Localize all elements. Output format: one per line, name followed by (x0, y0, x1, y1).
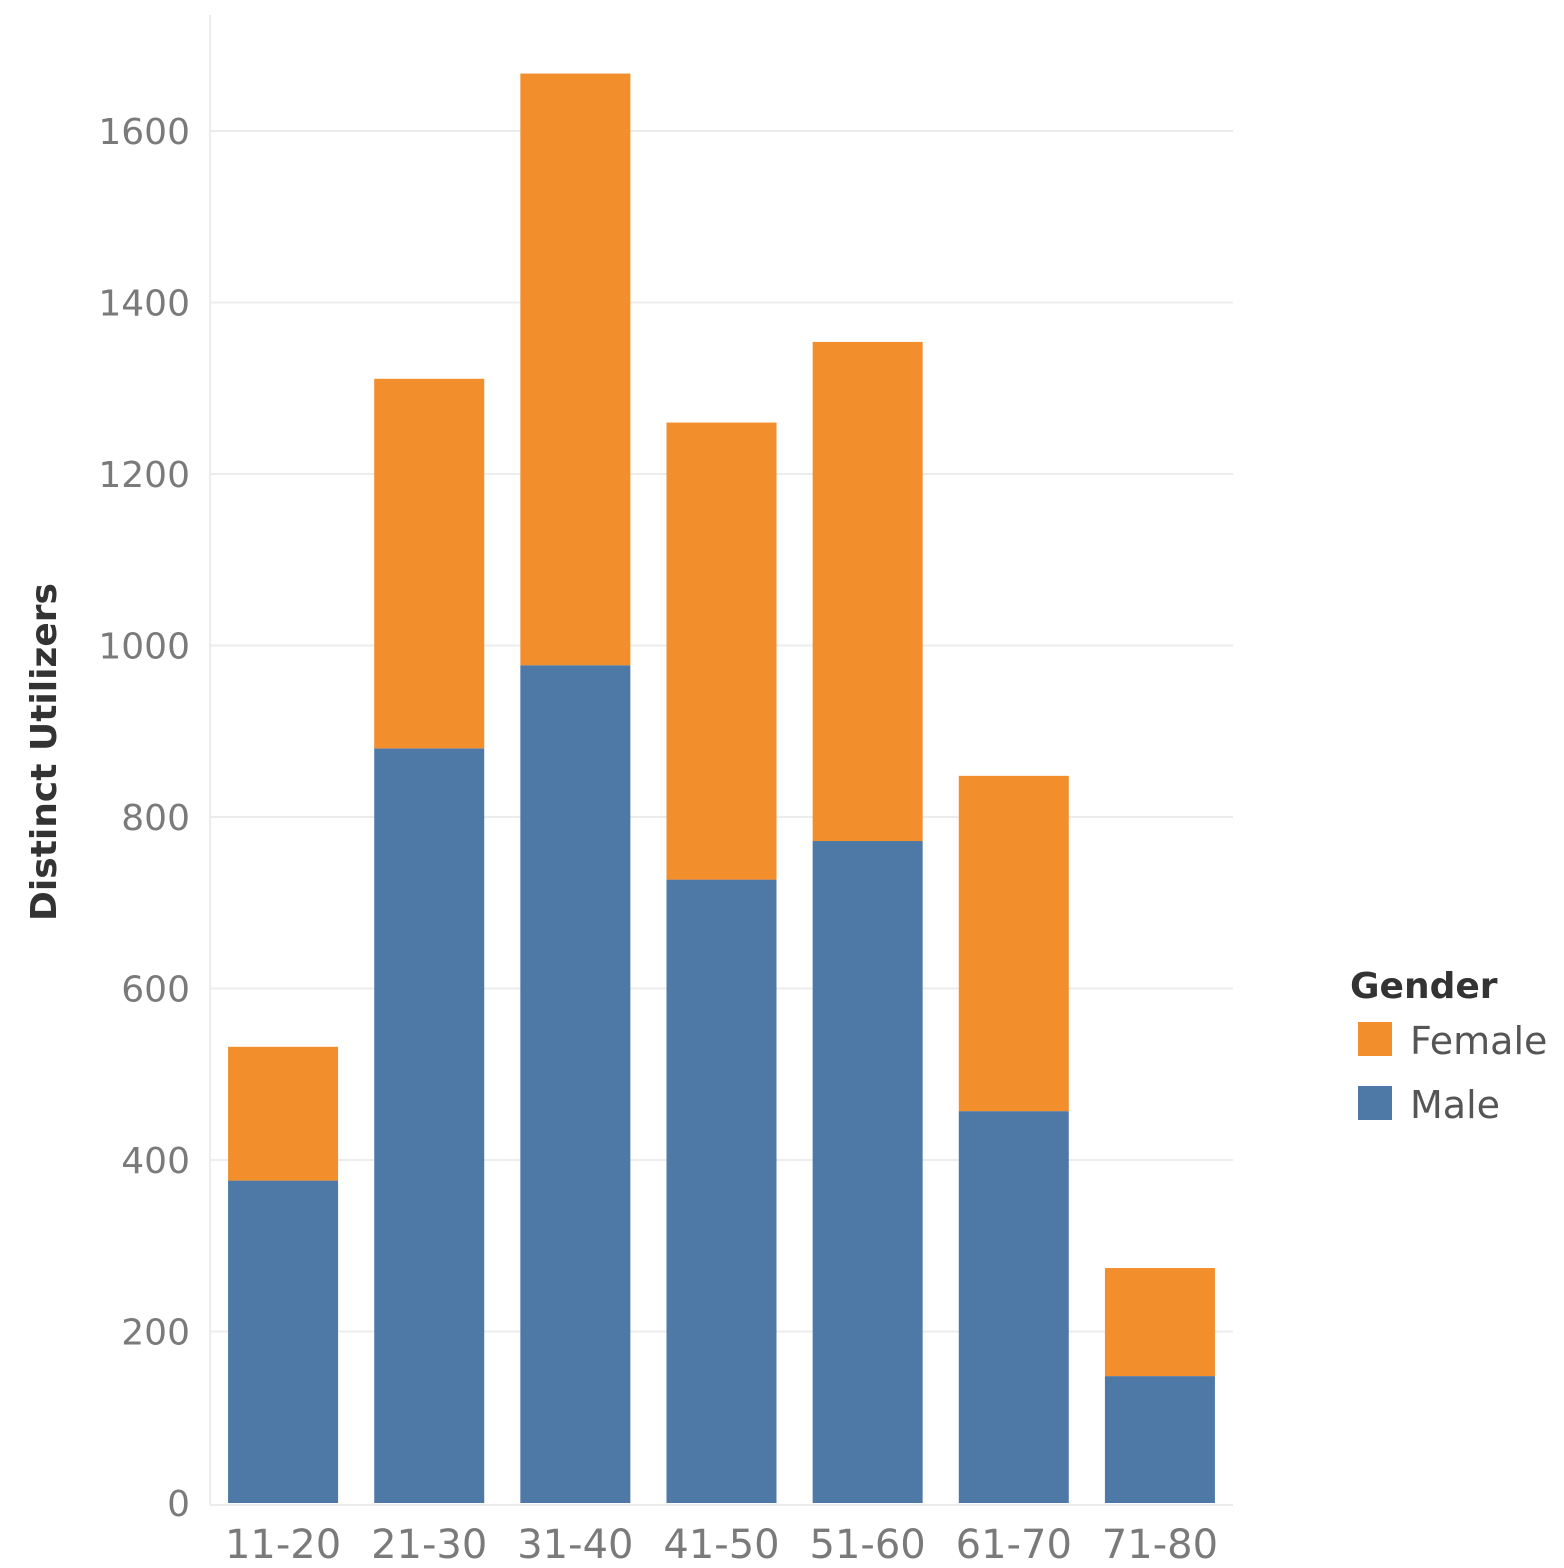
bar-female-51-60[interactable] (812, 341, 923, 842)
x-tick-labels: 11-20 21-30 31-40 41-50 51-60 61-70 71-80 (225, 1522, 1218, 1568)
y-tick-label: 1000 (98, 627, 190, 668)
y-tick-labels: 0 200 400 600 800 1000 1200 1400 1600 (98, 112, 190, 1525)
y-tick-label: 200 (121, 1313, 190, 1354)
bar-male-31-40[interactable] (520, 665, 631, 1503)
y-tick-label: 0 (167, 1484, 190, 1525)
bars (228, 73, 1215, 1503)
y-tick-label: 1600 (98, 112, 190, 153)
legend-label-male: Male (1410, 1083, 1500, 1127)
x-tick-label: 71-80 (1102, 1522, 1218, 1568)
x-tick-label: 51-60 (810, 1522, 926, 1568)
legend: Gender Female Male (1350, 966, 1547, 1127)
x-tick-label: 21-30 (371, 1522, 487, 1568)
legend-title: Gender (1350, 966, 1498, 1007)
legend-swatch-female (1358, 1022, 1392, 1056)
bar-male-61-70[interactable] (958, 1111, 1069, 1503)
y-tick-label: 1200 (98, 455, 190, 496)
bar-female-61-70[interactable] (958, 775, 1069, 1112)
bar-male-21-30[interactable] (374, 748, 485, 1503)
x-tick-label: 31-40 (517, 1522, 633, 1568)
y-tick-label: 400 (121, 1141, 190, 1182)
y-tick-label: 1400 (98, 284, 190, 325)
x-tick-label: 61-70 (956, 1522, 1072, 1568)
bar-female-41-50[interactable] (666, 422, 777, 880)
bar-male-41-50[interactable] (666, 879, 777, 1503)
bar-male-71-80[interactable] (1104, 1376, 1215, 1503)
legend-items: Female Male (1358, 1019, 1547, 1127)
bar-male-51-60[interactable] (812, 841, 923, 1503)
bar-male-11-20[interactable] (228, 1180, 339, 1503)
bar-female-11-20[interactable] (228, 1046, 339, 1181)
bar-female-71-80[interactable] (1104, 1268, 1215, 1377)
bar-female-31-40[interactable] (520, 73, 631, 666)
x-tick-label: 41-50 (663, 1522, 779, 1568)
y-tick-label: 600 (121, 970, 190, 1011)
y-axis-title: Distinct Utilizers (24, 583, 65, 921)
legend-swatch-male (1358, 1086, 1392, 1120)
legend-label-female: Female (1410, 1019, 1547, 1063)
y-tick-label: 800 (121, 798, 190, 839)
x-tick-label: 11-20 (225, 1522, 341, 1568)
bar-female-21-30[interactable] (374, 378, 485, 749)
